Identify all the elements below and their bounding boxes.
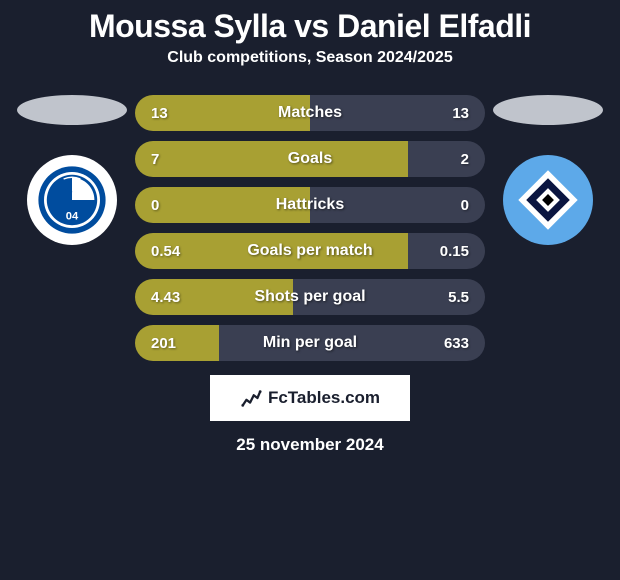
stat-row: 4.435.5Shots per goal [135, 279, 485, 315]
player-left-column: S 04 [17, 85, 127, 245]
stat-left-value: 7 [135, 141, 408, 177]
svg-text:S: S [64, 183, 72, 197]
club-logo-right [503, 155, 593, 245]
stat-row: 72Goals [135, 141, 485, 177]
stat-left-value: 13 [135, 95, 310, 131]
stat-row: 00Hattricks [135, 187, 485, 223]
svg-text:04: 04 [66, 211, 79, 223]
schalke-logo-icon: S 04 [37, 165, 107, 235]
stat-row: 0.540.15Goals per match [135, 233, 485, 269]
stat-left-value: 0.54 [135, 233, 408, 269]
player-right-silhouette [493, 95, 603, 125]
stat-row: 1313Matches [135, 95, 485, 131]
stat-right-value: 2 [408, 141, 485, 177]
stat-row: 201633Min per goal [135, 325, 485, 361]
stat-left-value: 4.43 [135, 279, 293, 315]
stat-left-value: 0 [135, 187, 310, 223]
subtitle: Club competitions, Season 2024/2025 [0, 49, 620, 85]
watermark: FcTables.com [210, 375, 410, 421]
club-logo-left: S 04 [27, 155, 117, 245]
page-title: Moussa Sylla vs Daniel Elfadli [0, 0, 620, 49]
date-text: 25 november 2024 [0, 435, 620, 455]
stat-right-value: 5.5 [293, 279, 486, 315]
stat-right-value: 0 [310, 187, 485, 223]
stat-right-value: 0.15 [408, 233, 485, 269]
hsv-logo-icon [513, 165, 583, 235]
comparison-infographic: Moussa Sylla vs Daniel Elfadli Club comp… [0, 0, 620, 455]
player-right-column [493, 85, 603, 245]
watermark-text: FcTables.com [268, 388, 380, 408]
comparison-area: S 04 1313Matches 72Goals 00Hattricks 0.540.… [0, 85, 620, 361]
stat-right-value: 13 [310, 95, 485, 131]
stat-left-value: 201 [135, 325, 219, 361]
stat-right-value: 633 [219, 325, 485, 361]
player-left-silhouette [17, 95, 127, 125]
chart-icon [240, 387, 262, 409]
stat-bars: 1313Matches 72Goals 00Hattricks 0.540.15Goa… [135, 85, 485, 361]
